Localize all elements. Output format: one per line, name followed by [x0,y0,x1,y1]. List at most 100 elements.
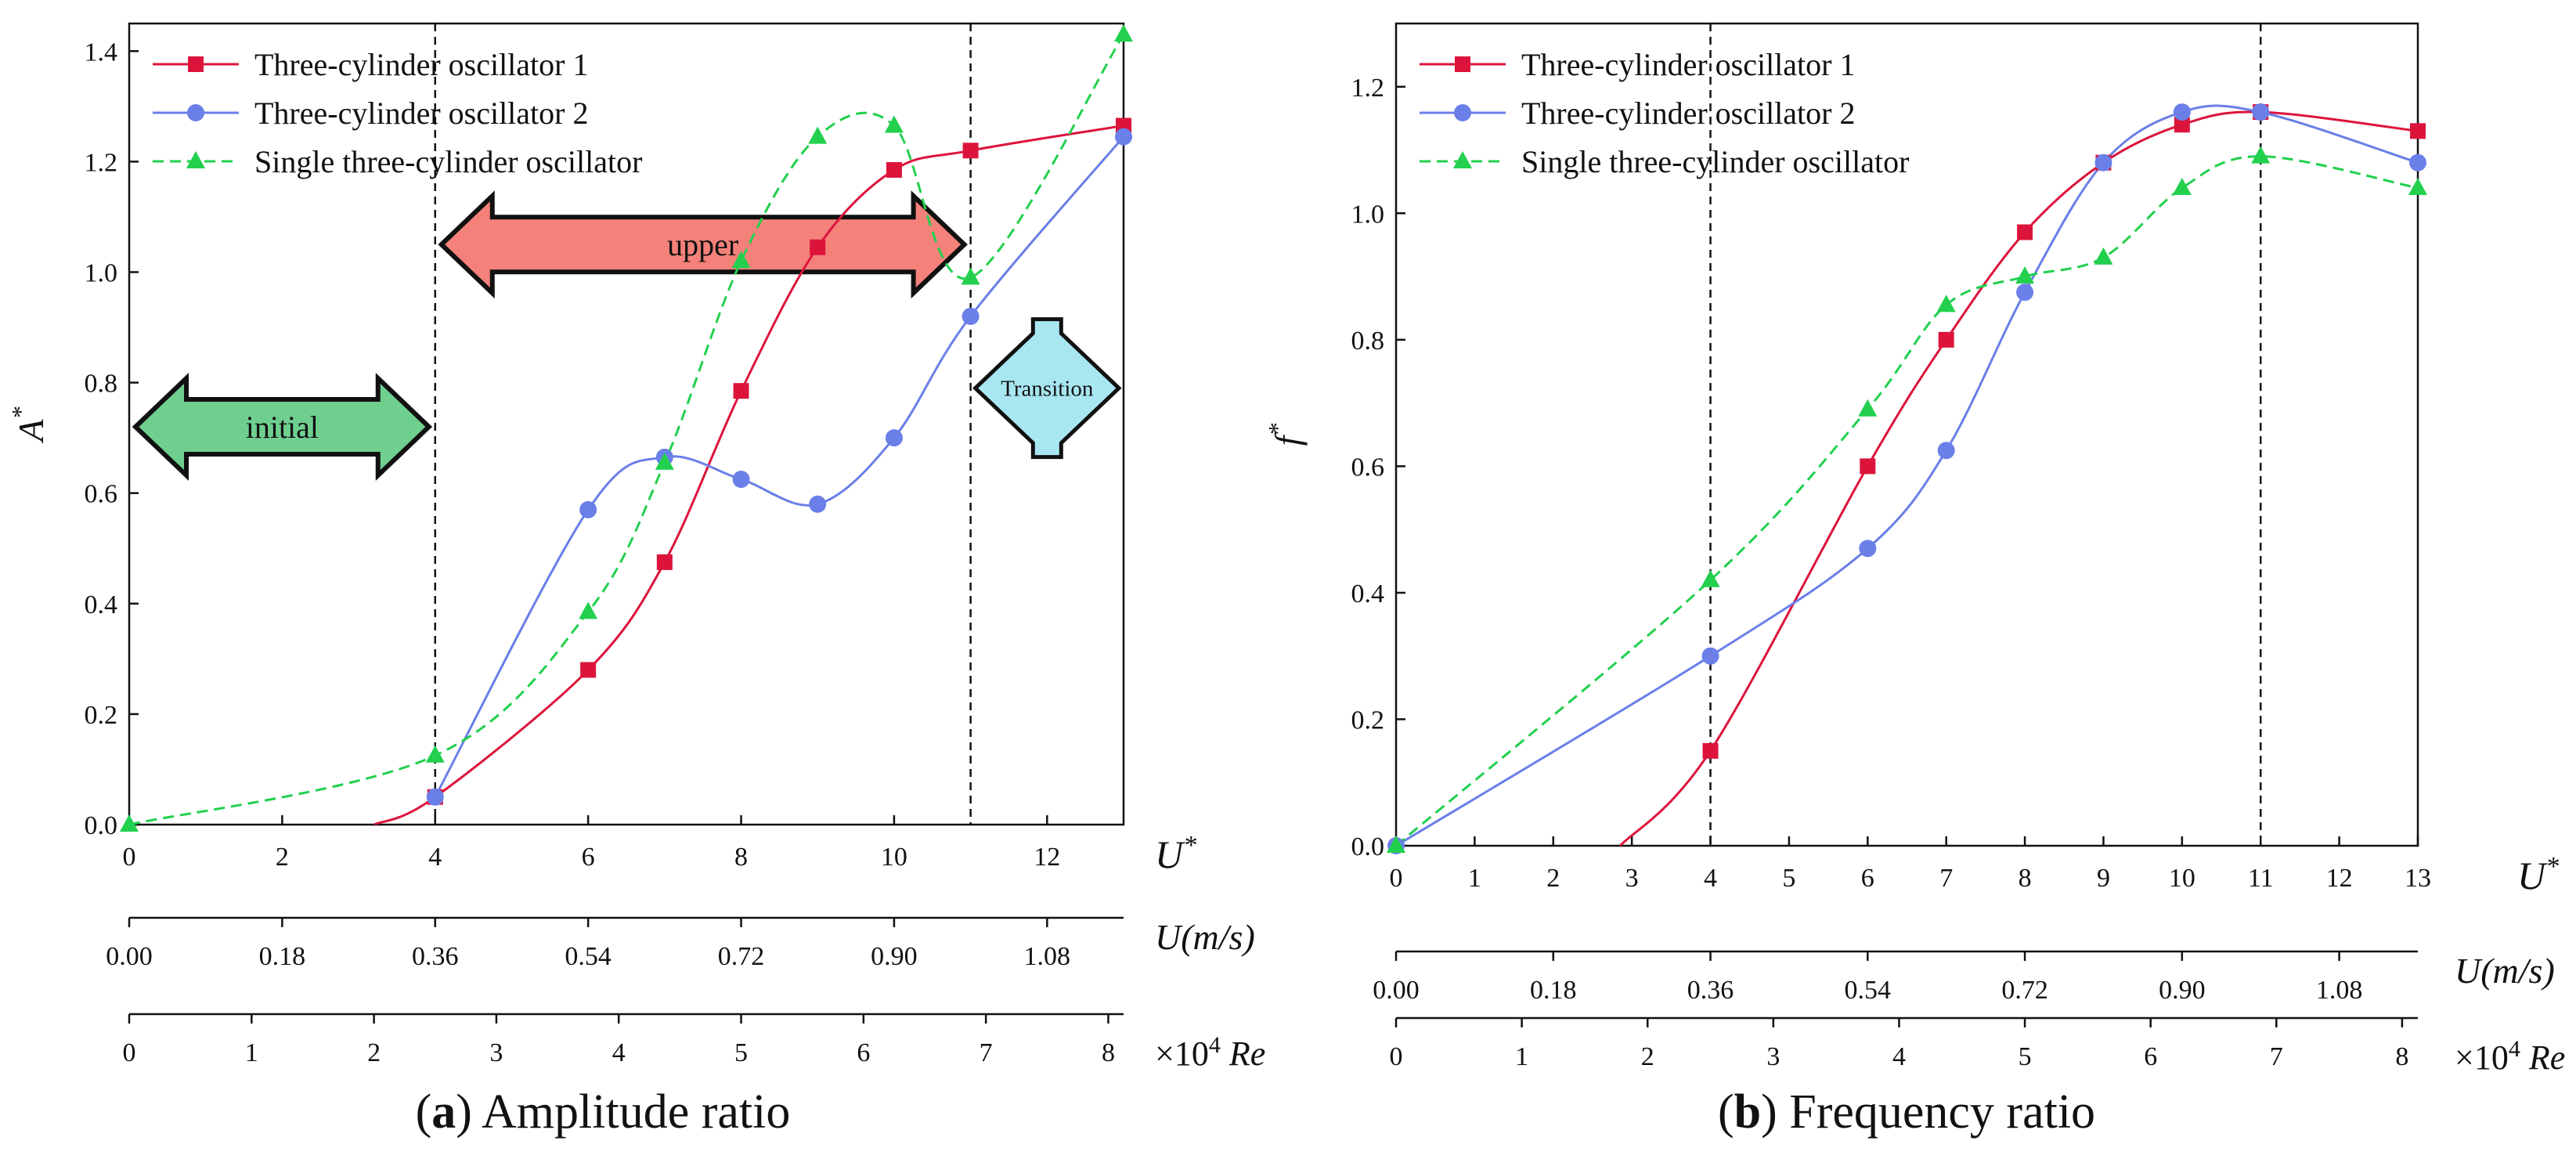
data-point-series-1 [580,662,597,678]
y-tick-label: 0.2 [1351,706,1385,735]
data-point-series-3 [425,745,445,763]
data-point-series-1 [1702,742,1719,759]
data-point-series-2 [1937,442,1955,460]
regime-label-upper: upper [667,227,738,262]
data-point-series-3 [120,814,139,832]
y-tick-label: 0.6 [1351,453,1385,482]
x-tick-label: 6 [582,843,595,872]
series-line-3 [129,34,1124,825]
legend-marker-2 [1454,104,1471,121]
secondary-tick-label: 0 [1390,1042,1403,1071]
x-tick-label: 8 [2019,864,2032,893]
secondary-tick-label: 0.72 [2001,976,2048,1005]
data-point-series-2 [2252,103,2270,121]
x-tick-label: 4 [428,843,442,872]
data-point-series-2 [2173,103,2191,121]
legend-marker-1 [1455,56,1470,72]
x-tick-label: 10 [881,843,907,872]
series-line-1 [1619,110,2418,846]
data-point-series-3 [1936,294,1956,312]
data-point-series-2 [426,788,444,806]
secondary-tick-label: 0.90 [2159,976,2206,1005]
legend-label-2: Three-cylinder oscillator 2 [254,96,588,131]
x-tick-label: 6 [1861,864,1874,893]
y-axis-label: A* [6,406,51,443]
data-point-series-3 [655,452,674,470]
secondary-tick-label: 0.18 [259,942,306,971]
plot-frame [128,22,1125,826]
secondary-tick-label: 0.90 [871,942,918,971]
data-point-series-2 [809,495,827,513]
data-point-series-2 [2094,153,2112,172]
secondary-tick-label: 5 [2019,1042,2032,1071]
data-point-series-3 [1387,836,1405,853]
data-point-series-3 [2172,178,2192,195]
panel-b-frequency-ratio: 0.00.20.40.60.81.01.20 1 2 3 4 5 6 7 8 9 10 11 12 13f… [1263,22,2565,1078]
regime-label-initial: initial [246,410,319,445]
secondary-tick-label: 7 [2270,1042,2283,1071]
legend-marker-1 [188,56,204,72]
data-point-series-3 [961,267,980,285]
data-point-series-1 [2174,117,2190,133]
secondary-axis-label: U(m/s) [2455,951,2555,991]
x-tick-label: 0 [1390,864,1403,893]
y-tick-label: 0.8 [85,370,118,399]
data-point-series-2 [1859,540,1877,558]
secondary-tick-label: 6 [2144,1042,2157,1071]
y-tick-label: 0.6 [85,480,118,509]
secondary-axis-label: ×104 Re [2455,1036,2565,1078]
x-axis-label: U* [2517,852,2559,898]
data-point-series-3 [2094,247,2113,265]
secondary-tick-label: 1.08 [1024,942,1071,971]
regime-arrow-initial [132,373,433,482]
secondary-tick-label: 0.00 [1373,976,1420,1005]
secondary-tick-label: 8 [1102,1038,1115,1067]
secondary-tick-label: 0.72 [718,942,765,971]
data-point-series-2 [1701,647,1719,665]
legend-marker-3 [186,151,205,168]
data-point-series-3 [1114,24,1133,42]
x-tick-label: 13 [2405,864,2431,893]
data-point-series-3 [579,601,598,619]
plot-frame [1394,22,2419,847]
data-point-series-2 [885,429,903,447]
secondary-tick-label: 4 [612,1038,626,1067]
secondary-tick-label: 0.36 [1687,976,1734,1005]
legend-marker-3 [1453,151,1472,168]
secondary-tick-label: 8 [2395,1042,2408,1071]
legend-label-1: Three-cylinder oscillator 1 [254,47,588,82]
data-point-series-3 [731,251,751,269]
y-tick-label: 0.2 [85,701,118,730]
y-tick-label: 1.0 [1351,200,1385,229]
panel-caption-a: (a) Amplitude ratio [416,1085,791,1139]
y-tick-label: 1.2 [85,148,118,177]
y-tick-label: 0.8 [1351,327,1385,356]
x-tick-label: 10 [2169,864,2195,893]
legend-label-3: Single three-cylinder oscillator [1521,144,1909,179]
panel-caption-b: (b) Frequency ratio [1718,1085,2095,1139]
y-tick-label: 1.2 [1351,74,1385,103]
secondary-tick-label: 1.08 [2316,976,2363,1005]
secondary-tick-label: 0.18 [1530,976,1577,1005]
data-point-series-1 [810,239,826,255]
x-tick-label: 12 [1034,843,1060,872]
secondary-tick-label: 0.36 [412,942,459,971]
y-tick-label: 0.4 [1351,580,1385,608]
legend-label-3: Single three-cylinder oscillator [254,144,642,179]
secondary-tick-label: 3 [489,1038,503,1067]
data-point-series-1 [962,143,979,159]
secondary-tick-label: 7 [980,1038,993,1067]
x-tick-label: 1 [1468,864,1481,893]
secondary-tick-label: 0 [123,1038,136,1067]
x-tick-label: 11 [2248,864,2274,893]
data-point-series-1 [886,161,902,178]
x-tick-label: 7 [1939,864,1953,893]
x-tick-label: 2 [1546,864,1560,893]
x-tick-label: 3 [1625,864,1639,893]
data-point-series-2 [2409,153,2426,172]
regime-arrow-upper [438,190,968,299]
secondary-axis-label: ×104 Re [1155,1032,1265,1074]
x-axis-label: U* [1155,831,1196,877]
y-tick-label: 1.0 [85,258,118,287]
secondary-tick-label: 0.54 [565,942,612,971]
